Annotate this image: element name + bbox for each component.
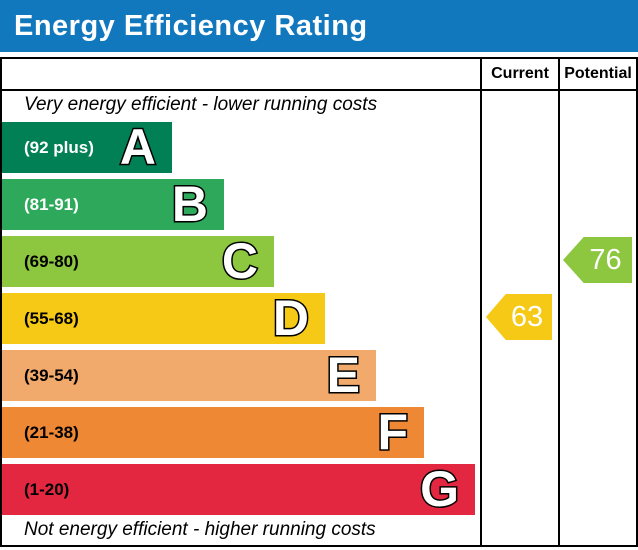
band-c: (69-80) C (2, 233, 274, 289)
column-divider-potential (558, 57, 560, 547)
column-header-potential: Potential (564, 65, 632, 82)
band-e-letter: E (325, 347, 361, 403)
band-d-range: (55-68) (24, 308, 79, 328)
column-divider-current (480, 57, 482, 547)
band-d-letter: D (271, 290, 310, 346)
band-g: (1-20) G (2, 461, 475, 517)
page-title: Energy Efficiency Rating (14, 9, 368, 42)
band-g-range: (1-20) (24, 479, 70, 499)
band-e-range: (39-54) (24, 365, 79, 385)
band-f-range: (21-38) (24, 422, 79, 442)
band-f-letter: F (376, 404, 410, 460)
band-a-letter: A (118, 119, 157, 175)
band-e: (39-54) E (2, 347, 376, 403)
band-b-range: (81-91) (24, 194, 79, 214)
column-header-current: Current (491, 65, 549, 82)
title-bar: Energy Efficiency Rating (0, 0, 638, 52)
header-row-divider (2, 89, 636, 91)
band-b: (81-91) B (2, 176, 224, 232)
band-c-range: (69-80) (24, 251, 79, 271)
bottom-note: Not energy efficient - higher running co… (24, 519, 376, 540)
potential-rating-value: 76 (589, 243, 622, 276)
band-a-range: (92 plus) (24, 137, 94, 157)
band-g-letter: G (419, 461, 461, 517)
top-note: Very energy efficient - lower running co… (24, 94, 378, 115)
current-rating-value: 63 (510, 300, 544, 333)
band-a: (92 plus) A (2, 119, 172, 175)
band-c-letter: C (220, 233, 259, 289)
band-f: (21-38) F (2, 404, 424, 460)
band-d: (55-68) D (2, 290, 325, 346)
band-b-letter: B (170, 176, 209, 232)
